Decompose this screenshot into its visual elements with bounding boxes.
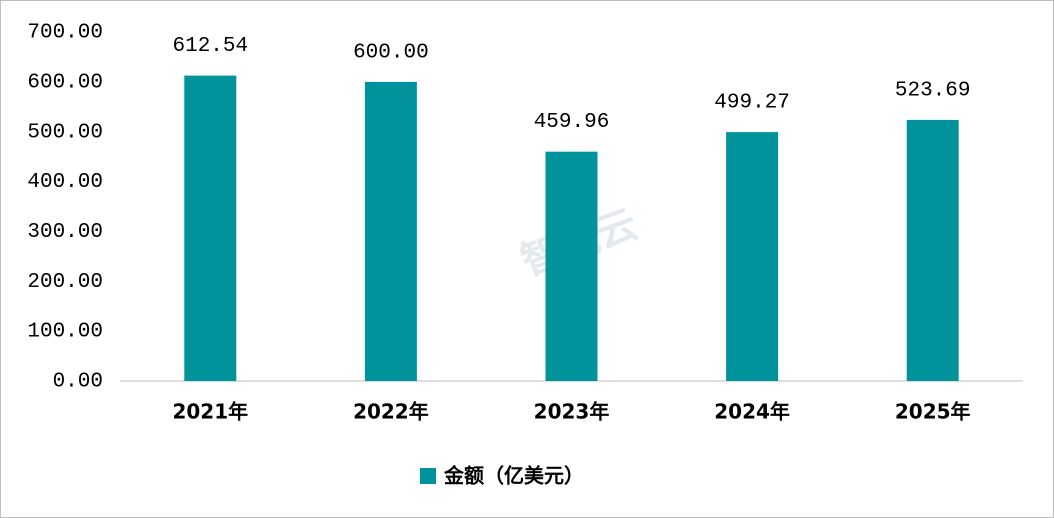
value-label: 600.00 bbox=[353, 41, 429, 64]
bar bbox=[545, 151, 598, 381]
y-tick-label: 600.00 bbox=[27, 71, 103, 94]
bar bbox=[906, 119, 959, 381]
bar bbox=[184, 75, 237, 382]
y-tick-label: 100.00 bbox=[27, 321, 103, 344]
value-label: 612.54 bbox=[172, 35, 248, 58]
legend-swatch bbox=[420, 468, 436, 484]
y-tick-label: 200.00 bbox=[27, 271, 103, 294]
x-tick-label: 2025年 bbox=[895, 400, 971, 424]
legend-label: 金额（亿美元） bbox=[443, 464, 584, 488]
x-tick-label: 2021年 bbox=[172, 400, 248, 424]
y-tick-label: 400.00 bbox=[27, 171, 103, 194]
y-tick-label: 0.00 bbox=[53, 371, 103, 394]
value-label: 523.69 bbox=[895, 79, 971, 102]
value-label: 459.96 bbox=[534, 111, 610, 134]
x-tick-label: 2023年 bbox=[534, 400, 610, 424]
y-tick-label: 300.00 bbox=[27, 221, 103, 244]
bar bbox=[364, 81, 417, 381]
x-tick-label: 2024年 bbox=[714, 400, 790, 424]
y-tick-label: 500.00 bbox=[27, 121, 103, 144]
x-tick-label: 2022年 bbox=[353, 400, 429, 424]
y-tick-label: 700.00 bbox=[27, 22, 103, 45]
bar bbox=[726, 132, 779, 381]
value-label: 499.27 bbox=[714, 92, 790, 115]
